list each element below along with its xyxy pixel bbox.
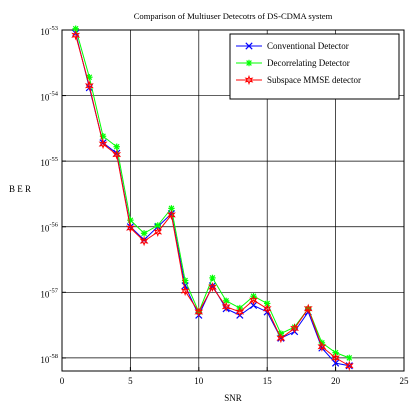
chart-title: Comparison of Multiuser Detecotrs of DS-…: [134, 11, 333, 21]
data-point: [126, 222, 135, 234]
data-point: [140, 230, 148, 237]
plot-frame: [61, 29, 405, 372]
data-point: [112, 149, 122, 160]
y-axis-label: B E R: [9, 184, 31, 194]
data-point: [113, 143, 120, 150]
data-point: [290, 323, 299, 334]
y-tick-exponent: -55: [49, 156, 58, 163]
data-point: [139, 236, 149, 247]
legend-marker: [245, 59, 253, 67]
x-axis-label: SNR: [224, 393, 242, 403]
y-tick-exponent: -58: [49, 353, 58, 360]
x-tick-label: 15: [263, 376, 273, 386]
legend-label: Subspace MMSE detector: [267, 75, 361, 85]
data-point: [249, 301, 258, 310]
data-point: [71, 30, 81, 41]
y-tick-base: 10: [40, 224, 50, 234]
x-tick-label: 25: [400, 376, 409, 386]
data-point: [167, 209, 176, 221]
x-tick-label: 10: [194, 376, 204, 386]
data-point: [262, 303, 272, 314]
x-tick-label: 20: [331, 376, 341, 386]
data-point: [235, 306, 245, 318]
data-point: [209, 274, 216, 282]
data-point: [181, 282, 189, 290]
data-point: [276, 333, 286, 344]
legend-label: Decorrelating Detector: [267, 58, 350, 68]
data-point: [331, 352, 340, 363]
legend-marker: [245, 42, 253, 50]
y-tick-base: 10: [40, 93, 50, 103]
legend-box: [229, 33, 400, 100]
y-tick-label: 10-54: [40, 91, 58, 103]
data-point: [346, 354, 353, 362]
x-tick-label: 5: [128, 376, 133, 386]
legend-entry-3: Subspace MMSE detector: [236, 74, 361, 86]
data-point: [317, 341, 327, 352]
y-tick-exponent: -56: [49, 222, 58, 229]
data-point: [331, 359, 340, 367]
legend-entry-2: Decorrelating Detector: [236, 58, 350, 68]
y-tick-exponent: -54: [49, 91, 58, 98]
y-tick-exponent: -53: [49, 25, 58, 32]
data-point: [84, 80, 94, 91]
y-tick-base: 10: [40, 27, 50, 37]
data-point: [153, 226, 163, 238]
x-tick-label: 0: [60, 376, 65, 386]
series-3: [71, 30, 354, 371]
y-tick-label: 10-56: [40, 222, 58, 234]
y-tick-label: 10-57: [40, 287, 58, 299]
y-tick-exponent: -57: [49, 287, 58, 294]
data-point: [221, 301, 231, 312]
data-point: [222, 297, 230, 305]
series-line: [75, 35, 350, 367]
data-point: [98, 139, 108, 150]
data-point: [208, 281, 217, 293]
data-point: [249, 295, 258, 306]
data-point: [344, 360, 354, 371]
legend: Conventional Detector Decorrelating Detec…: [229, 33, 400, 100]
y-tick-base: 10: [40, 289, 50, 299]
data-point: [194, 306, 204, 318]
y-tick-label: 10-58: [40, 353, 58, 365]
y-tick-base: 10: [40, 158, 50, 168]
legend-label: Conventional Detector: [267, 41, 349, 51]
y-tick-label: 10-53: [40, 25, 58, 37]
legend-marker: [244, 74, 254, 86]
data-point: [180, 285, 190, 297]
series-layer: [71, 25, 354, 371]
legend-entry-1: Conventional Detector: [236, 41, 349, 51]
y-tick-base: 10: [40, 355, 50, 365]
y-tick-label: 10-55: [40, 156, 58, 168]
data-point: [303, 303, 313, 314]
